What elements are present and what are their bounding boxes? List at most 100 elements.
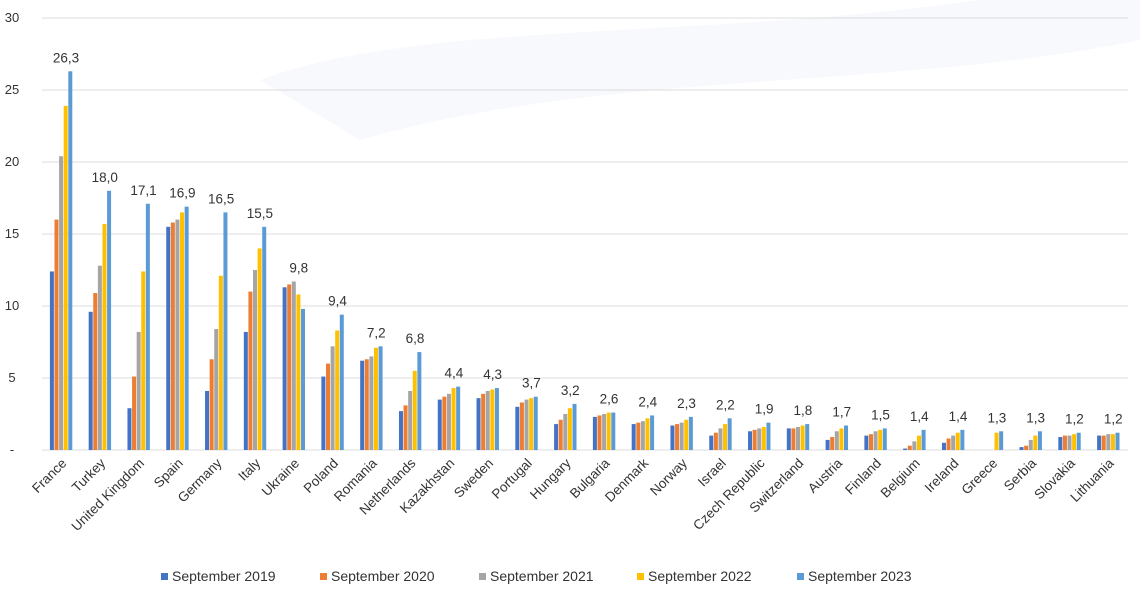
x-tick-label: United Kingdom <box>69 456 148 535</box>
bar <box>175 219 180 450</box>
x-tick-label: Austria <box>805 455 846 496</box>
x-tick-label: Portugal <box>489 456 535 502</box>
x-tick-label: Belgium <box>878 456 923 501</box>
bar <box>68 71 73 450</box>
bar <box>631 424 636 450</box>
gridlines <box>42 17 1128 451</box>
bar <box>873 431 878 450</box>
bar <box>296 294 301 450</box>
bar <box>529 398 534 450</box>
x-tick-label: Ukraine <box>259 456 303 500</box>
bar <box>417 352 422 450</box>
bar <box>834 431 839 450</box>
y-tick-label: 25 <box>5 82 19 97</box>
background-decoration <box>260 0 1140 140</box>
x-tick-label: Norway <box>647 455 690 498</box>
legend-label: September 2021 <box>490 568 594 584</box>
bar <box>398 411 403 450</box>
bar <box>533 396 538 450</box>
bar <box>800 425 805 450</box>
bar <box>727 418 732 450</box>
bar <box>878 429 883 450</box>
bar <box>921 429 926 450</box>
x-tick-label: Spain <box>151 456 186 491</box>
bar <box>97 265 102 450</box>
bar <box>107 190 112 451</box>
bar <box>490 389 495 450</box>
data-labels: 26,3 18,0 17,1 16,9 16,5 15,5 9,8 9,4 7,2 6,8 4,4 4… <box>53 50 1123 426</box>
bar <box>602 414 607 450</box>
bar <box>1033 435 1038 450</box>
data-label: 3,2 <box>561 383 580 398</box>
data-label: 15,5 <box>247 206 273 221</box>
bar <box>49 271 54 450</box>
bar <box>369 356 374 450</box>
bar <box>999 431 1004 450</box>
bar <box>248 291 253 450</box>
bar <box>572 403 577 450</box>
bar <box>364 359 369 450</box>
y-tick-label: 10 <box>5 298 19 313</box>
bar <box>223 212 228 450</box>
data-label: 1,4 <box>949 409 968 424</box>
legend-swatch <box>479 573 486 580</box>
bar <box>321 376 326 450</box>
data-label: 1,4 <box>910 409 929 424</box>
bar <box>951 435 956 450</box>
bar <box>830 437 835 450</box>
bar <box>723 424 728 450</box>
bar <box>291 281 296 450</box>
bar <box>524 399 529 450</box>
bar <box>59 156 64 451</box>
bar <box>761 426 766 450</box>
data-label: 2,4 <box>638 394 657 409</box>
bar <box>1115 432 1120 450</box>
x-tick-label: Sweden <box>451 456 496 501</box>
bar <box>481 393 486 450</box>
bar <box>748 431 753 450</box>
data-label: 16,5 <box>208 191 234 206</box>
bar <box>408 390 413 450</box>
bar <box>1058 437 1063 450</box>
bar <box>1101 435 1106 450</box>
bar <box>912 441 917 450</box>
bar <box>882 428 887 450</box>
data-label: 4,4 <box>444 366 463 381</box>
data-label: 1,5 <box>871 407 890 422</box>
y-tick-label: 15 <box>5 226 19 241</box>
bar <box>1028 439 1033 450</box>
bar <box>786 428 791 450</box>
bar <box>451 388 456 450</box>
bar <box>675 424 680 450</box>
bar <box>713 432 718 450</box>
data-label: 1,3 <box>1026 410 1045 425</box>
bar <box>339 314 344 450</box>
bar <box>301 308 306 450</box>
data-label: 1,7 <box>832 405 851 420</box>
bar <box>287 284 292 450</box>
bar <box>907 445 912 450</box>
bar <box>243 331 248 450</box>
bar <box>184 206 189 450</box>
bar <box>1062 435 1067 450</box>
data-label: 4,3 <box>483 367 502 382</box>
x-tick-label: Lithuania <box>1067 455 1117 505</box>
bar <box>864 435 869 450</box>
bar <box>955 432 960 450</box>
background-swoosh <box>260 0 1140 140</box>
bar <box>1037 431 1042 450</box>
bar <box>325 363 330 450</box>
x-tick-label: Israel <box>695 456 729 490</box>
bar <box>63 105 68 450</box>
bar <box>825 439 830 450</box>
bar <box>554 424 559 450</box>
y-tick-label: - <box>10 442 14 457</box>
bar <box>791 428 796 450</box>
x-tick-label: Italy <box>235 455 263 483</box>
data-label: 26,3 <box>53 50 79 65</box>
bar <box>1072 434 1077 450</box>
data-label: 1,3 <box>987 410 1006 425</box>
x-tick-label: Greece <box>958 456 1000 498</box>
bar <box>796 426 801 450</box>
